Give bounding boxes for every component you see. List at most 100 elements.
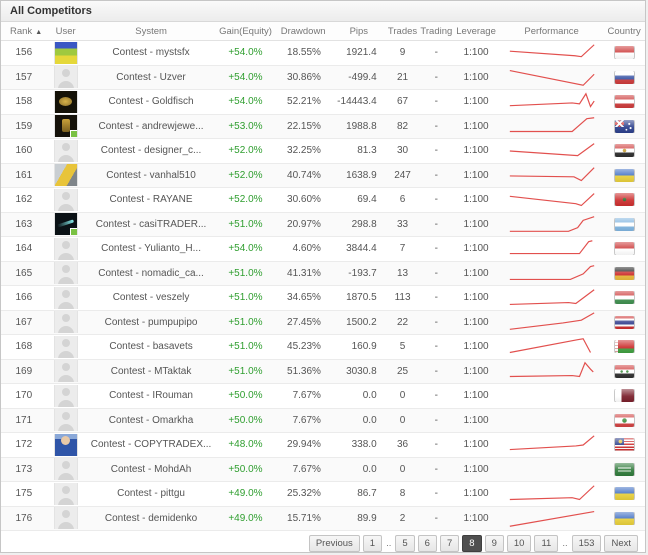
table-row[interactable]: 162 Contest - RAYANE +52.0% 30.60% 69.4 … (1, 188, 645, 213)
user-cell[interactable] (47, 360, 85, 383)
page-button-10[interactable]: 10 (506, 535, 532, 552)
user-cell[interactable] (47, 409, 85, 432)
table-row[interactable]: 161 Contest - vanhal510 +52.0% 40.74% 16… (1, 163, 645, 188)
system-cell[interactable]: Contest - Uzver (116, 71, 186, 83)
trades-cell: 6 (399, 194, 406, 206)
system-cell[interactable]: Contest - IRouman (109, 390, 193, 402)
table-row[interactable]: 160 Contest - designer_c... +52.0% 32.25… (1, 139, 645, 164)
page-button-153[interactable]: 153 (571, 535, 602, 552)
user-cell[interactable] (47, 188, 85, 211)
table-row[interactable]: 171 Contest - Omarkha +50.0% 7.67% 0.0 0… (1, 408, 645, 433)
system-cell[interactable]: Contest - designer_c... (100, 145, 202, 157)
user-cell[interactable] (47, 139, 85, 162)
system-cell[interactable]: Contest - pumpupipo (104, 316, 198, 328)
column-header-leverage[interactable]: Leverage (456, 25, 496, 37)
system-cell[interactable]: Contest - Yulianto_H... (101, 243, 201, 255)
drawdown-cell: 4.60% (292, 243, 321, 255)
system-cell[interactable]: Contest - andrewjewe... (98, 120, 204, 132)
page-button-6[interactable]: 6 (417, 535, 437, 552)
column-header-country[interactable]: Country (607, 25, 641, 37)
user-cell[interactable] (47, 213, 85, 236)
system-cell[interactable]: Contest - vanhal510 (106, 169, 196, 181)
table-row[interactable]: 176 Contest - demidenko +49.0% 15.71% 89… (1, 506, 645, 531)
australia-flag (614, 119, 634, 133)
table-row[interactable]: 170 Contest - IRouman +50.0% 7.67% 0.0 0… (1, 384, 645, 409)
user-cell[interactable] (47, 115, 85, 138)
user-cell[interactable] (47, 458, 85, 481)
table-row[interactable]: 169 Contest - MTaktak +51.0% 51.36% 3030… (1, 359, 645, 384)
table-row[interactable]: 157 Contest - Uzver +54.0% 30.86% -499.4… (1, 65, 645, 90)
user-cell[interactable] (47, 237, 85, 260)
user-cell[interactable] (47, 286, 85, 309)
pips-cell: 1638.9 (346, 169, 377, 181)
trades-cell: 2 (399, 512, 406, 524)
rank-cell: 170 (15, 390, 33, 402)
table-row[interactable]: 163 Contest - casiTRADER... +51.0% 20.97… (1, 212, 645, 237)
user-cell[interactable] (47, 433, 85, 456)
system-cell[interactable]: Contest - nomadic_ca... (98, 267, 204, 279)
system-cell[interactable]: Contest - basavets (109, 341, 193, 353)
system-cell[interactable]: Contest - MohdAh (110, 463, 192, 475)
system-cell[interactable]: Contest - Omarkha (108, 414, 194, 426)
page-button-1[interactable]: 1 (362, 535, 383, 552)
avatar (53, 213, 78, 236)
drawdown-cell: 7.67% (292, 463, 321, 475)
user-cell[interactable] (47, 262, 85, 285)
trading-cell: - (434, 47, 438, 59)
system-cell[interactable]: Contest - demidenko (104, 512, 198, 524)
table-row[interactable]: 173 Contest - MohdAh +50.0% 7.67% 0.0 0 … (1, 457, 645, 482)
system-cell[interactable]: Contest - COPYTRADEX... (90, 439, 212, 451)
trades-cell: 0 (399, 414, 406, 426)
column-header-drawdown[interactable]: Drawdown (280, 25, 326, 37)
gain-cell: +52.0% (228, 145, 263, 157)
table-row[interactable]: 175 Contest - pittgu +49.0% 25.32% 86.7 … (1, 482, 645, 507)
column-header-user[interactable]: User (55, 25, 76, 37)
table-row[interactable]: 164 Contest - Yulianto_H... +54.0% 4.60%… (1, 237, 645, 262)
pips-cell: 160.9 (351, 341, 377, 353)
user-cell[interactable] (47, 90, 85, 113)
next-page-button[interactable]: Next (604, 535, 638, 552)
pips-cell: 1921.4 (346, 47, 377, 59)
column-header-system[interactable]: System (135, 25, 167, 37)
performance-cell (500, 483, 603, 505)
table-row[interactable]: 156 Contest - mystsfx +54.0% 18.55% 1921… (1, 41, 645, 66)
user-cell[interactable] (47, 482, 85, 505)
column-header-pips[interactable]: Pips (349, 25, 369, 37)
table-row[interactable]: 158 Contest - Goldfisch +54.0% 52.21% -1… (1, 90, 645, 115)
user-cell[interactable] (47, 41, 85, 64)
system-cell[interactable]: Contest - pittgu (117, 488, 185, 500)
gain-cell: +53.0% (228, 120, 263, 132)
system-cell[interactable]: Contest - RAYANE (109, 194, 193, 206)
column-header-trades[interactable]: Trades (387, 25, 418, 37)
table-row[interactable]: 172 Contest - COPYTRADEX... +48.0% 29.94… (1, 433, 645, 458)
page-button-11[interactable]: 11 (534, 535, 559, 552)
table-row[interactable]: 168 Contest - basavets +51.0% 45.23% 160… (1, 335, 645, 360)
user-cell[interactable] (47, 66, 85, 89)
page-button-9[interactable]: 9 (484, 535, 504, 552)
page-button-7[interactable]: 7 (439, 535, 460, 552)
page-button-5[interactable]: 5 (395, 535, 415, 552)
table-row[interactable]: 166 Contest - veszely +51.0% 34.65% 1870… (1, 286, 645, 311)
user-cell[interactable] (47, 311, 85, 334)
column-header-rank[interactable]: Rank ▲ (1, 26, 47, 37)
user-cell[interactable] (47, 164, 85, 187)
system-cell[interactable]: Contest - casiTRADER... (95, 218, 207, 230)
column-header-gain[interactable]: Gain(Equity) (219, 25, 272, 37)
user-cell[interactable] (47, 384, 85, 407)
system-cell[interactable]: Contest - veszely (112, 292, 190, 304)
trading-cell: - (434, 194, 438, 206)
table-row[interactable]: 159 Contest - andrewjewe... +53.0% 22.15… (1, 114, 645, 139)
page-button-8[interactable]: 8 (462, 535, 482, 552)
user-cell[interactable] (47, 335, 85, 358)
system-cell[interactable]: Contest - mystsfx (112, 47, 190, 59)
system-cell[interactable]: Contest - MTaktak (110, 365, 192, 377)
panel-title-text: All Competitors (10, 5, 92, 17)
table-row[interactable]: 165 Contest - nomadic_ca... +51.0% 41.31… (1, 261, 645, 286)
column-header-performance[interactable]: Performance (524, 25, 579, 37)
column-header-trading[interactable]: Trading (420, 25, 453, 37)
system-cell[interactable]: Contest - Goldfisch (108, 96, 194, 108)
user-cell[interactable] (47, 507, 85, 530)
previous-page-button[interactable]: Previous (308, 535, 360, 552)
table-row[interactable]: 167 Contest - pumpupipo +51.0% 27.45% 15… (1, 310, 645, 335)
performance-cell (500, 385, 603, 407)
